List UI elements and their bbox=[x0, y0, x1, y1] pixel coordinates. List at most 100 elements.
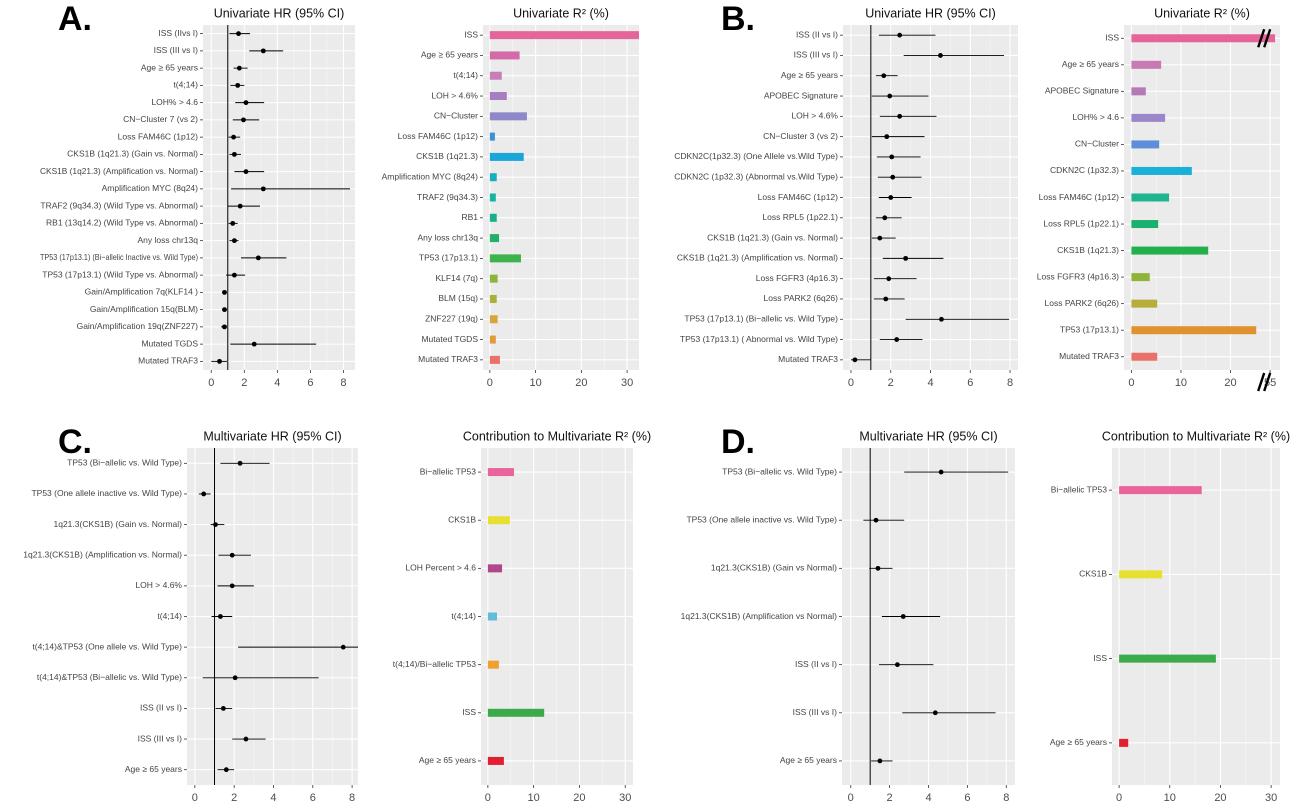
hazard-ratio-point bbox=[231, 238, 237, 244]
hazard-ratio-point bbox=[886, 276, 892, 282]
bar bbox=[489, 355, 500, 364]
panel-label: B. bbox=[721, 0, 755, 38]
chart-title: Contribution to Multivariate R² (%) bbox=[463, 429, 651, 443]
category-label: Age ≥ 65 years bbox=[780, 755, 837, 765]
axis-break-mark bbox=[1257, 28, 1266, 48]
category-label: CKS1B (1q21.3) (Gain vs. Normal) bbox=[707, 232, 838, 242]
x-tick-label: 0 bbox=[485, 792, 491, 803]
category-label: ISS (III vs I) bbox=[794, 50, 839, 60]
bar bbox=[487, 612, 498, 621]
category-label: Mutated TGDS bbox=[141, 338, 198, 348]
hazard-ratio-point bbox=[897, 113, 903, 119]
bar bbox=[487, 564, 503, 573]
hazard-ratio-point bbox=[875, 565, 881, 571]
category-label: Loss FAM46C (1p12) bbox=[758, 192, 838, 202]
x-tick-label: 4 bbox=[270, 792, 276, 803]
panel-label: A. bbox=[58, 0, 92, 38]
x-tick-label: 0 bbox=[1116, 792, 1122, 803]
bar bbox=[489, 132, 495, 141]
x-tick-label: 0 bbox=[208, 377, 214, 389]
bar bbox=[489, 112, 527, 121]
category-label: 1q21.3(CKS1B) (Gain vs. Normal) bbox=[54, 519, 183, 529]
bar bbox=[1131, 299, 1158, 308]
hazard-ratio-point bbox=[932, 710, 938, 716]
bar bbox=[489, 254, 521, 263]
category-label: Loss PARK2 (6q26) bbox=[1045, 298, 1120, 308]
x-tick-label: 8 bbox=[1007, 377, 1013, 389]
category-label: CDKN2C(1p32.3) (One Allele vs.Wild Type) bbox=[674, 151, 838, 161]
chart-title: Univariate R² (%) bbox=[513, 6, 609, 20]
category-label: Age ≥ 65 years bbox=[781, 70, 838, 80]
axis-break-mark bbox=[1257, 372, 1266, 392]
chart-title: Multivariate HR (95% CI) bbox=[203, 429, 341, 443]
category-label: CKS1B (1q21.3) bbox=[1057, 245, 1119, 255]
category-label: t(4;14) bbox=[157, 611, 182, 621]
bar bbox=[489, 193, 496, 202]
x-tick-label: 4 bbox=[925, 792, 931, 803]
category-label: 1q21.3(CKS1B) (Amplification vs. Normal) bbox=[23, 549, 182, 559]
category-label: Any loss chr13q bbox=[418, 232, 479, 242]
category-label: CN−Cluster bbox=[434, 111, 478, 121]
hazard-ratio-point bbox=[251, 341, 257, 347]
category-label: CDKN2C (1p32.3) bbox=[1050, 165, 1119, 175]
category-label: t(4;14)&TP53 (One allele vs. Wild Type) bbox=[32, 641, 182, 651]
hazard-ratio-point bbox=[882, 215, 888, 221]
bar bbox=[489, 152, 524, 161]
category-label: Age ≥ 65 years bbox=[1050, 737, 1107, 747]
category-label: CN−Cluster 3 (vs 2) bbox=[763, 131, 838, 141]
panel-label: C. bbox=[58, 423, 92, 461]
category-label: t(4;14) bbox=[173, 80, 198, 90]
category-label: TP53 (17p13.1) bbox=[419, 253, 478, 263]
category-label: RB1 bbox=[461, 212, 478, 222]
category-label: t(4;14)/Bi−allelic TP53 bbox=[393, 659, 477, 669]
category-label: ISS bbox=[1105, 33, 1119, 43]
hazard-ratio-point bbox=[222, 289, 227, 295]
bar bbox=[487, 516, 510, 525]
hazard-ratio-point bbox=[222, 324, 227, 330]
hazard-ratio-point bbox=[881, 73, 887, 79]
category-label: Age ≥ 65 years bbox=[141, 62, 198, 72]
hazard-ratio-point bbox=[231, 151, 237, 157]
category-label: TP53 (17p13.1) (Wild Type vs. Abnormal) bbox=[42, 269, 198, 279]
axis-break-mark bbox=[1263, 372, 1272, 392]
chart-title: Contribution to Multivariate R² (%) bbox=[1102, 429, 1290, 443]
x-tick-label: 20 bbox=[1224, 377, 1236, 389]
category-label: ZNF227 (19q) bbox=[425, 314, 478, 324]
plot-background bbox=[1112, 448, 1280, 785]
category-label: CN−Cluster 7 (vs 2) bbox=[123, 114, 198, 124]
category-label: Loss FAM46C (1p12) bbox=[1039, 192, 1119, 202]
category-label: LOH Percent > 4.6 bbox=[405, 563, 476, 573]
category-label: 1q21.3(CKS1B) (Amplification vs Normal) bbox=[681, 611, 838, 621]
category-label: ISS (III vs I) bbox=[138, 733, 183, 743]
bar bbox=[489, 234, 500, 243]
hazard-ratio-point bbox=[852, 357, 858, 363]
x-tick-label: 20 bbox=[575, 377, 587, 389]
category-label: TP53 (17p13.1) (Bi−allelic Inactive vs. … bbox=[40, 252, 198, 262]
category-label: LOH > 4.6% bbox=[431, 90, 478, 100]
bar bbox=[1131, 113, 1166, 122]
x-tick-label: 0 bbox=[1128, 377, 1134, 389]
hazard-ratio-point bbox=[201, 491, 207, 497]
hazard-ratio-point bbox=[938, 53, 943, 58]
axis-break-mark bbox=[1263, 28, 1272, 48]
x-tick-label: 20 bbox=[573, 792, 585, 803]
bar bbox=[489, 92, 507, 101]
x-tick-label: 0 bbox=[848, 377, 854, 389]
x-tick-label: 10 bbox=[1164, 792, 1176, 803]
category-label: ISS (IIvs I) bbox=[158, 28, 198, 38]
hazard-ratio-point bbox=[877, 758, 883, 764]
hazard-ratio-point bbox=[877, 235, 883, 241]
hazard-ratio-point bbox=[217, 358, 222, 364]
hazard-ratio-point bbox=[243, 100, 249, 106]
x-tick-label: 6 bbox=[310, 792, 316, 803]
x-tick-label: 0 bbox=[487, 377, 493, 389]
bar bbox=[1131, 34, 1276, 43]
category-label: BLM (15q) bbox=[438, 293, 478, 303]
category-label: Gain/Amplification 15q(BLM) bbox=[90, 304, 198, 314]
hazard-ratio-point bbox=[231, 134, 236, 140]
hazard-ratio-point bbox=[223, 767, 229, 773]
x-tick-label: 10 bbox=[528, 792, 540, 803]
bar bbox=[489, 335, 496, 344]
bar bbox=[489, 173, 497, 182]
